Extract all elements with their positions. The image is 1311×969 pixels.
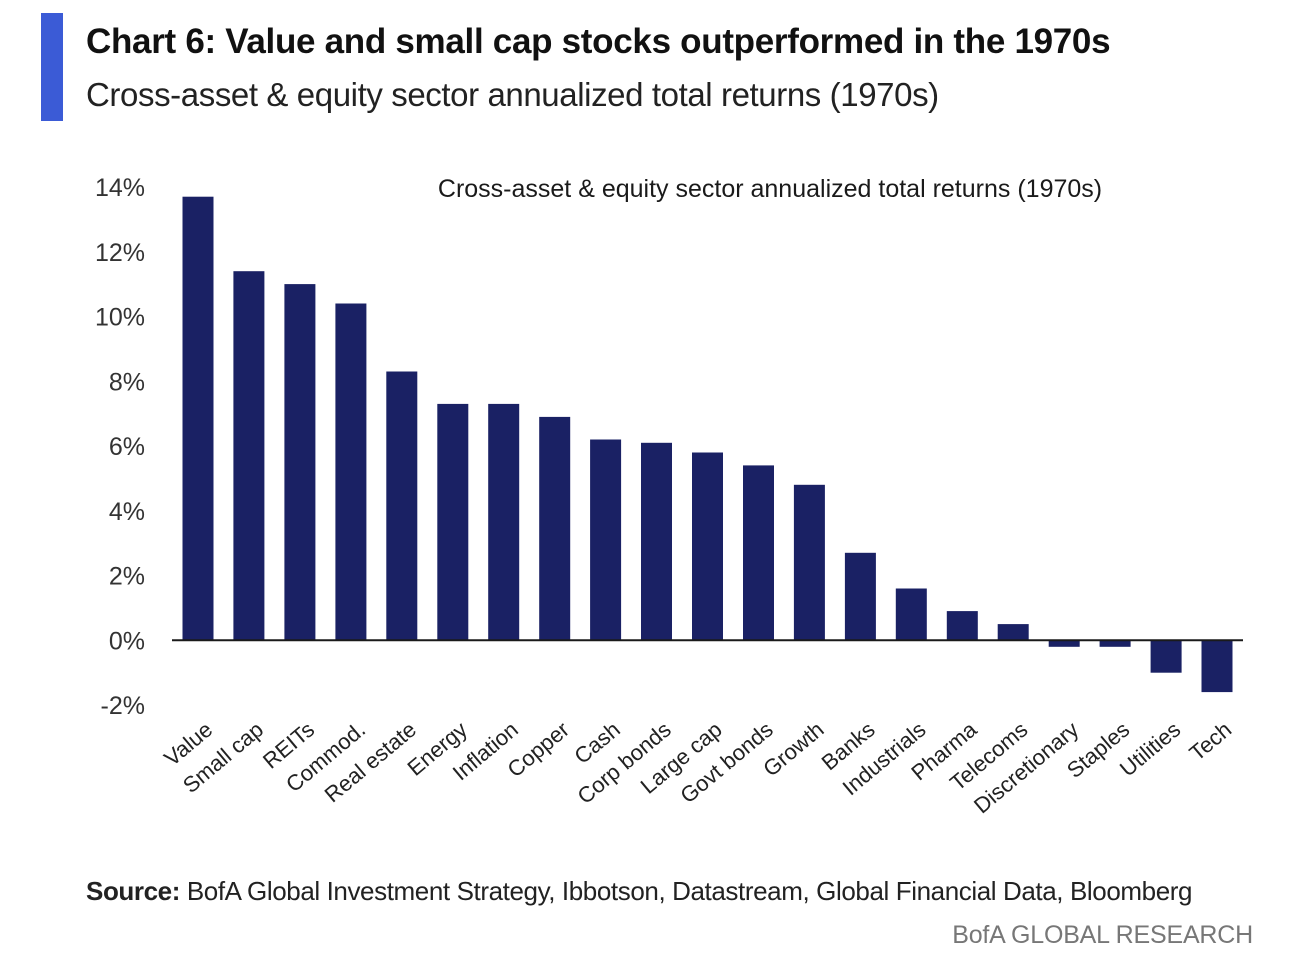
brand-watermark: BofA GLOBAL RESEARCH [952, 921, 1253, 949]
bar-reits [284, 284, 316, 641]
chart-inner-title: Cross-asset & equity sector annualized t… [438, 175, 1102, 203]
bar-real-estate [386, 371, 418, 641]
bar-cash [590, 439, 622, 641]
bar-energy [437, 403, 469, 641]
y-tick-label: 14% [95, 174, 145, 202]
bar-small-cap [233, 271, 265, 641]
y-tick-label: 0% [109, 627, 145, 655]
y-tick-label: 10% [95, 304, 145, 332]
bar-value [182, 196, 214, 641]
source-label: Source: [86, 876, 181, 906]
bar-staples [1099, 640, 1131, 647]
bar-commod [335, 303, 367, 641]
bar-banks [844, 552, 876, 641]
bar-discretionary [1048, 640, 1080, 647]
y-tick-label: 2% [109, 563, 145, 591]
title-accent-bar [41, 13, 63, 121]
chart-title: Chart 6: Value and small cap stocks outp… [86, 22, 1111, 61]
y-tick-label: 12% [95, 239, 145, 267]
y-axis-ticks: 14% 12% 10% 8% 6% 4% 2% 0% -2% [95, 174, 145, 720]
x-tick-label: Tech [1185, 717, 1237, 766]
bar-telecoms [997, 624, 1029, 641]
bar-tech [1201, 640, 1233, 693]
source-text: BofA Global Investment Strategy, Ibbotso… [180, 876, 1193, 906]
y-tick-label: -2% [101, 692, 145, 720]
y-tick-label: 4% [109, 498, 145, 526]
bar-industrials [895, 588, 927, 641]
bar-pharma [946, 611, 978, 641]
y-tick-label: 8% [109, 368, 145, 396]
bar-growth [793, 484, 825, 641]
chart-subtitle: Cross-asset & equity sector annualized t… [86, 76, 939, 113]
bar-govt-bonds [743, 465, 774, 641]
bar-chart: 14% 12% 10% 8% 6% 4% 2% 0% -2% Cross-asset & equ… [95, 174, 1243, 818]
y-tick-label: 6% [109, 433, 145, 461]
bar-copper [539, 416, 571, 641]
bar-series [182, 196, 1233, 693]
source-note: Source: BofA Global Investment Strategy,… [86, 876, 1192, 907]
bar-utilities [1150, 640, 1182, 673]
bar-inflation [488, 403, 520, 641]
bar-large-cap [692, 452, 723, 641]
bar-corp-bonds [641, 442, 672, 641]
